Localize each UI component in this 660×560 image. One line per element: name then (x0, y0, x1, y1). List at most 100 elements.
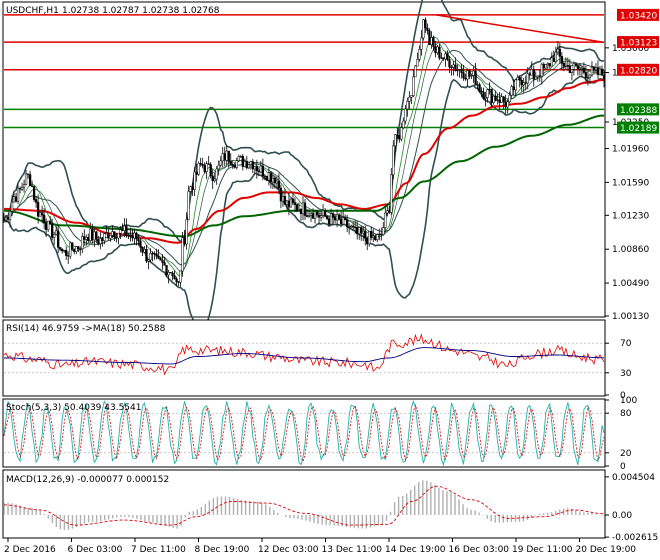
candle-body-44 (91, 228, 94, 241)
candle-body-206 (416, 59, 419, 67)
candle-body-192 (388, 210, 391, 213)
candle-body-282 (568, 65, 572, 73)
rsi-panel: RSI(14) 46.9759 ->MA(18) 50.2588 70 30 0 (2, 319, 632, 401)
stoch-main-line (3, 399, 605, 467)
candle-body-193 (390, 174, 393, 213)
macd-panel-frame (2, 469, 606, 539)
candle-body-63 (129, 235, 132, 237)
candle-body-182 (368, 230, 371, 245)
candle-body-154 (311, 213, 315, 219)
stoch-title: Stoch(5,3,3) 50.4039 43.5541 (6, 403, 141, 413)
stoch-tick-label-3: 0 (620, 462, 626, 472)
stoch-tick-label-1: 80 (620, 409, 632, 419)
macd-tick-label-1: 0.00 (612, 511, 632, 521)
candle-body-237 (478, 84, 481, 92)
candle-body-243 (490, 88, 493, 103)
candle-body-147 (297, 208, 301, 211)
candle-body-133 (269, 172, 273, 183)
candle-body-52 (107, 232, 110, 239)
candle-body-107 (217, 164, 220, 170)
candle-body-2 (6, 217, 10, 220)
candle-body-280 (564, 65, 568, 67)
candle-body-248 (500, 96, 503, 103)
candle-body-197 (398, 135, 401, 140)
candle-body-92 (187, 191, 190, 220)
candle-body-4 (10, 201, 14, 212)
candle-body-13 (28, 174, 32, 187)
candle-body-29 (61, 248, 64, 252)
candle-body-245 (494, 95, 497, 101)
candle-body-126 (255, 166, 258, 172)
candle-body-79 (161, 259, 164, 263)
candle-body-7 (16, 188, 20, 202)
level-price-tag-1 (617, 36, 659, 49)
time-x-axis: 2 Dec 2016 6 Dec 03:00 7 Dec 11:00 8 Dec 19… (4, 538, 636, 555)
candle-body-127 (257, 170, 260, 173)
candle-body-174 (352, 225, 355, 228)
candle-body-57 (117, 232, 120, 239)
candle-body-297 (598, 68, 602, 76)
level-price-label-2: 1.02820 (620, 66, 657, 76)
candle-body-97 (197, 163, 200, 175)
candle-body-26 (55, 230, 58, 235)
candle-body-61 (125, 225, 128, 237)
rsi-line (3, 333, 605, 376)
candle-body-288 (580, 68, 584, 70)
candle-body-225 (454, 64, 457, 71)
candle-body-64 (131, 235, 134, 239)
candle-body-184 (372, 235, 375, 238)
candle-body-161 (325, 216, 329, 220)
x-tick-label-8: 19 Dec 11:00 (512, 545, 573, 555)
candle-body-158 (319, 215, 323, 218)
candle-body-121 (245, 161, 248, 169)
candle-body-283 (570, 69, 574, 73)
price-panel: USDCHF,H1 1.02738 1.02787 1.02738 1.0276… (2, 0, 659, 334)
bollinger-lower (3, 75, 605, 334)
candle-body-249 (502, 96, 505, 103)
candle-body-24 (51, 223, 54, 238)
candle-body-247 (498, 99, 501, 103)
candle-body-220 (444, 53, 447, 60)
candle-body-255 (514, 79, 517, 91)
candle-body-70 (143, 249, 146, 253)
candle-body-32 (67, 255, 70, 257)
macd-signal-path (3, 485, 604, 526)
candle-body-188 (380, 233, 383, 235)
candle-body-114 (231, 164, 234, 166)
candle-body-263 (530, 69, 533, 76)
candle-body-238 (480, 90, 483, 93)
candle-body-266 (536, 75, 539, 78)
candle-body-142 (287, 200, 291, 208)
stoch-y-axis: 100 80 20 0 (605, 396, 637, 472)
candle-body-69 (141, 246, 144, 253)
candle-body-291 (586, 77, 590, 79)
candle-body-214 (432, 37, 435, 47)
candle-body-278 (560, 56, 564, 64)
candle-body-113 (229, 161, 232, 165)
candle-body-265 (534, 76, 537, 80)
candle-body-165 (333, 217, 337, 221)
candle-body-204 (412, 76, 415, 96)
candle-body-130 (263, 175, 267, 177)
candle-body-111 (225, 150, 228, 161)
candle-body-290 (584, 72, 588, 78)
candle-body-273 (550, 57, 553, 67)
rsi-tick-label-1: 30 (620, 369, 632, 379)
candle-body-146 (295, 204, 299, 211)
x-tick-label-5: 13 Dec 11:00 (322, 545, 383, 555)
candle-body-112 (227, 150, 230, 162)
candle-body-0 (2, 219, 6, 221)
candle-body-101 (205, 163, 208, 172)
candle-body-118 (239, 156, 242, 158)
price-tick-label-0: 1.03060 (612, 44, 649, 54)
rsi-tick-label-2: 0 (620, 391, 626, 401)
candle-body-271 (546, 63, 549, 66)
bollinger-upper (3, 0, 605, 244)
candle-body-22 (46, 220, 50, 230)
candle-body-219 (442, 57, 445, 60)
price-chart-title: USDCHF,H1 (6, 6, 59, 16)
level-price-label-4: 1.02189 (620, 124, 657, 134)
candle-body-209 (422, 19, 425, 39)
stoch-panel: Stoch(5,3,3) 50.4039 43.5541 100 80 20 0 (2, 396, 637, 472)
candle-body-60 (123, 225, 126, 231)
